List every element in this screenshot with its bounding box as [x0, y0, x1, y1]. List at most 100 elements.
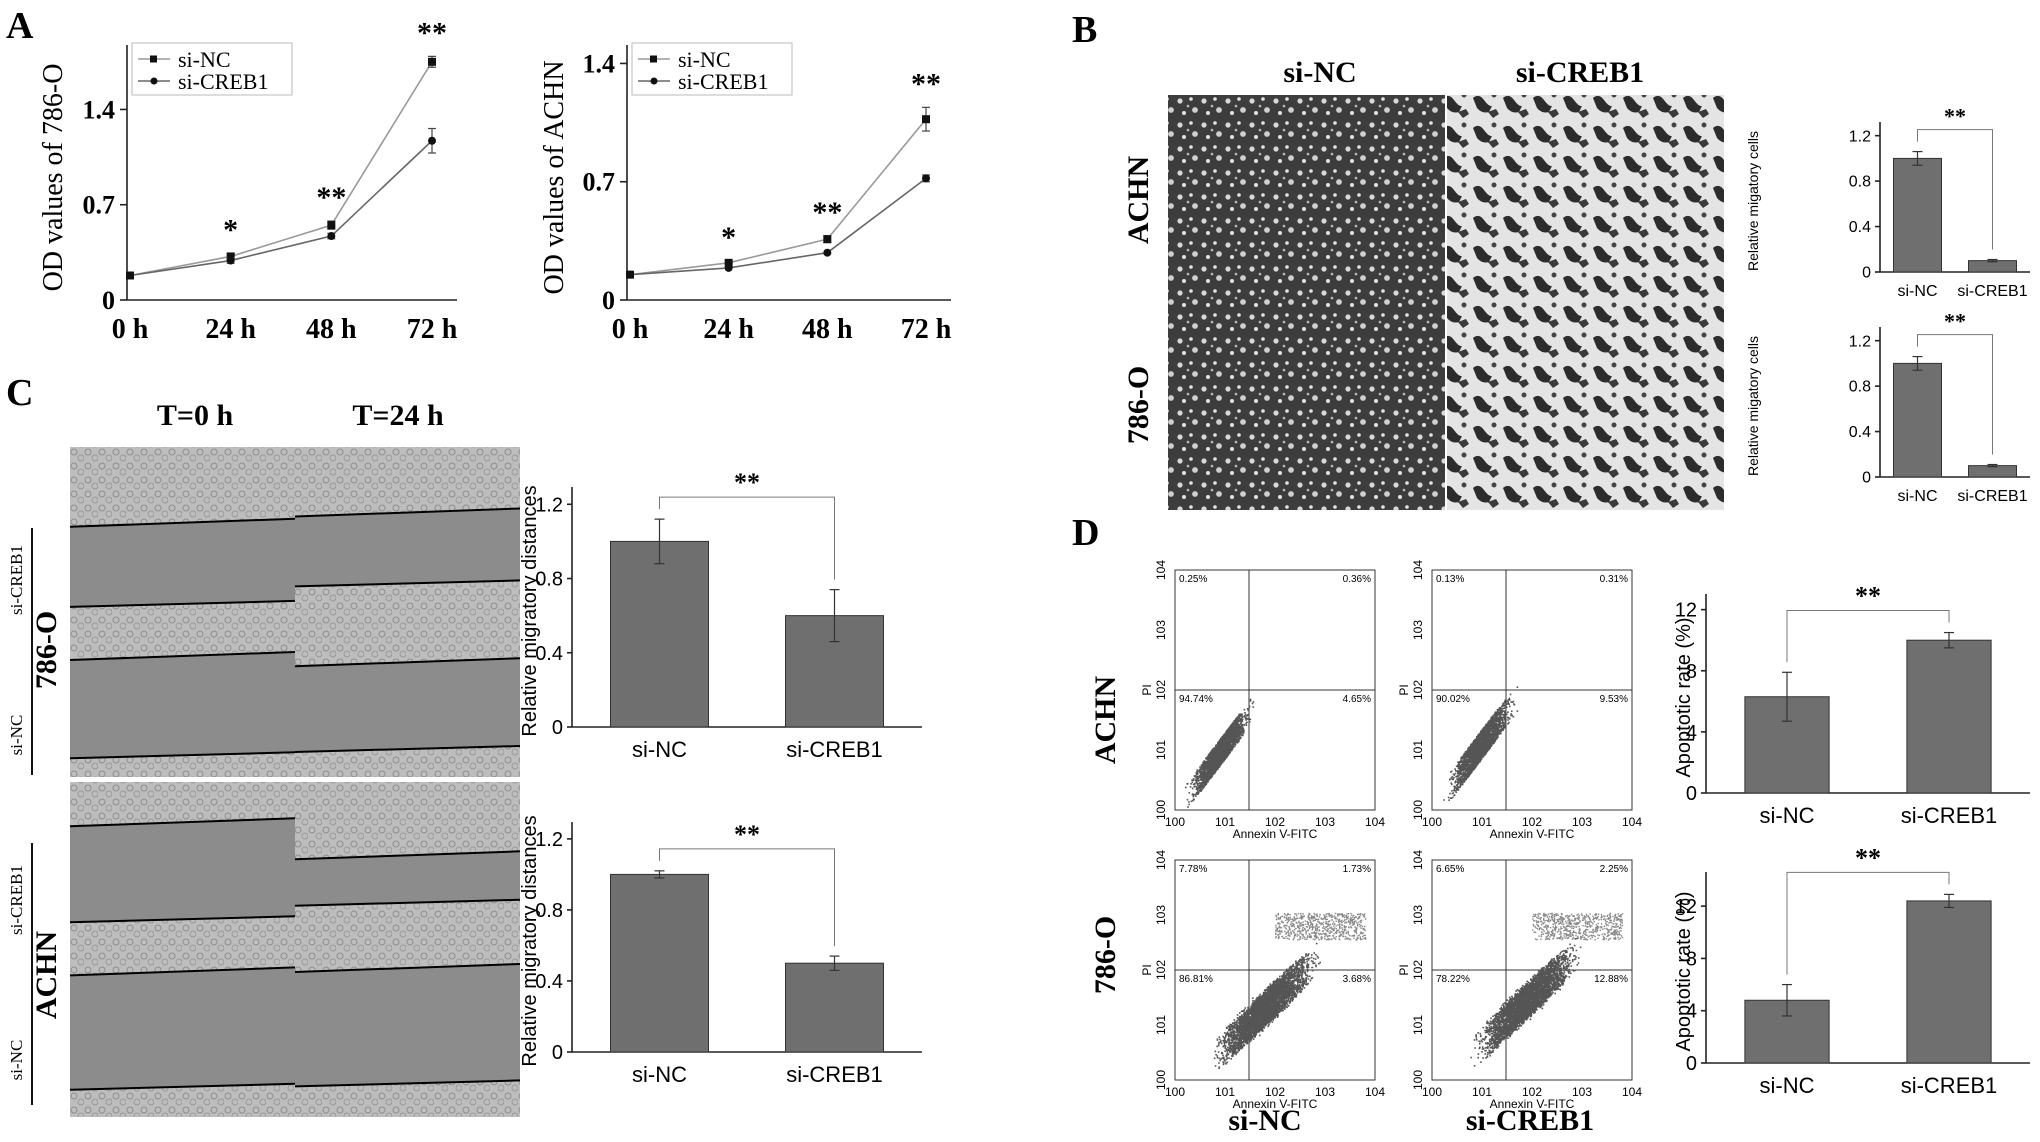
- x-tick-label: 0 h: [612, 314, 649, 345]
- wound-gap: [295, 508, 520, 587]
- y-tick-label: 102: [1411, 960, 1425, 980]
- series-line: [129, 61, 433, 277]
- panel-D-col-label: si-NC: [1228, 1104, 1301, 1137]
- wound-gap: [70, 818, 295, 923]
- panel-label-A: A: [6, 5, 34, 47]
- y-axis-label: OD values of 786-O: [38, 64, 69, 292]
- y-tick-label: 0: [1862, 470, 1871, 487]
- y-axis-label: Relative migratory distances: [519, 815, 541, 1066]
- data-point: [428, 136, 436, 145]
- wound-edge-line: [294, 898, 521, 907]
- legend-marker: [150, 55, 157, 63]
- x-tick-label: 103: [1572, 1085, 1592, 1099]
- legend-box: [631, 42, 793, 96]
- y-tick-label: 0.7: [583, 168, 616, 197]
- data-point: [226, 252, 235, 261]
- data-point: [823, 235, 832, 244]
- y-tick-label: 104: [1154, 850, 1168, 870]
- y-tick-label: 0.4: [535, 971, 563, 993]
- x-tick-label: 103: [1315, 815, 1335, 829]
- x-tick-label: 48 h: [802, 314, 853, 345]
- quadrant-value: 1.73%: [1343, 864, 1371, 875]
- transwell-image: [1168, 95, 1445, 305]
- significance-marker: **: [1944, 309, 1966, 334]
- wound-edge-line: [69, 915, 296, 924]
- wound-edge-line: [69, 1082, 296, 1091]
- y-tick-label: 100: [1154, 1070, 1168, 1090]
- x-tick-label: si-CREB1: [1957, 283, 2027, 300]
- panel-label-C: C: [6, 372, 33, 414]
- x-tick-label: 48 h: [306, 314, 357, 345]
- x-tick-label: si-NC: [1760, 1073, 1815, 1098]
- transwell-image: [1447, 305, 1724, 510]
- y-axis-label: PI: [1140, 964, 1154, 975]
- x-axis-label: Annexin V-FITC: [1490, 827, 1575, 841]
- x-tick-label: si-NC: [1898, 283, 1938, 300]
- wound-edge-line: [69, 751, 296, 760]
- panel-D-labels: ACHN 786-O si-NC si-CREB1: [1089, 676, 1594, 1137]
- x-tick-label: si-CREB1: [1901, 803, 1998, 828]
- quadrant-value: 12.88%: [1594, 974, 1628, 985]
- significance-marker: *: [721, 221, 736, 254]
- y-tick-label: 1.2: [1849, 333, 1871, 350]
- y-tick-label: 1.4: [83, 95, 116, 124]
- significance-marker: **: [734, 468, 760, 497]
- data-point: [327, 221, 336, 230]
- y-tick-label: 0.4: [1849, 424, 1871, 441]
- bar: [1893, 362, 1942, 478]
- y-tick-label: 100: [1411, 1070, 1425, 1090]
- wound-edge-line: [294, 850, 521, 861]
- legend-label: si-CREB1: [678, 69, 768, 94]
- bar: [1893, 157, 1942, 273]
- x-tick-label: 102: [1265, 1085, 1285, 1099]
- panel-D-col-label: si-CREB1: [1466, 1104, 1594, 1137]
- y-tick-label: 100: [1154, 800, 1168, 820]
- event-dots: [1185, 698, 1255, 808]
- y-tick-label: 0.8: [535, 900, 563, 922]
- significance-bracket: [1786, 871, 1950, 975]
- y-tick-label: 103: [1154, 620, 1168, 640]
- panel-C-row-label: 786-O: [30, 611, 63, 689]
- significance-bracket: [659, 496, 835, 580]
- event-dots: [1532, 912, 1624, 941]
- y-axis-label: Relative migratory distances: [519, 485, 541, 736]
- panel-B-row-label: 786-O: [1122, 366, 1155, 444]
- quadrant-value: 90.02%: [1436, 694, 1470, 705]
- y-tick-label: 0: [102, 286, 115, 315]
- wound-edge-line: [294, 745, 521, 753]
- x-tick-label: 103: [1572, 815, 1592, 829]
- y-tick-label: 102: [1154, 960, 1168, 980]
- y-tick-label: 104: [1154, 560, 1168, 580]
- significance-marker: **: [1855, 582, 1881, 611]
- bar-chart-B-ACHN: 0 0.4 0.8 1.2 si-NC si-CREB1 ** Relative migato…: [1745, 104, 2030, 300]
- line-chart-786-O: 0 0.7 1.4 0 h 24 h 48 h 72 h OD values of 786-O…: [38, 16, 458, 345]
- x-tick-label: 103: [1315, 1085, 1335, 1099]
- bar: [610, 540, 709, 728]
- bar: [785, 962, 884, 1053]
- x-tick-label: 102: [1265, 815, 1285, 829]
- x-tick-label: 100: [1165, 1085, 1185, 1099]
- line-chart-ACHN: 0 0.7 1.4 0 h 24 h 48 h 72 h OD values of ACHN *…: [539, 42, 952, 345]
- series-line: [629, 118, 927, 276]
- panel-B-col-label: si-CREB1: [1516, 56, 1644, 89]
- y-tick-label: 4: [1686, 1001, 1697, 1023]
- significance-marker: **: [1944, 104, 1966, 129]
- quadrant-value: 0.25%: [1179, 574, 1207, 585]
- y-tick-label: 1.4: [583, 49, 616, 78]
- y-axis-label: Apoptotic rate (%): [1673, 891, 1695, 1051]
- y-tick-label: 4: [1686, 722, 1697, 744]
- flow-plot-786-O-si-NC: 7.78% 1.73% 86.81% 3.68% 100 101 102 103 104 100 1…: [1140, 850, 1385, 1111]
- wound-edge-line: [69, 517, 296, 528]
- x-tick-label: 102: [1522, 1085, 1542, 1099]
- significance-marker: **: [316, 181, 346, 214]
- data-point: [823, 248, 832, 257]
- significance-bracket: [1917, 129, 1993, 250]
- x-axis-label: Annexin V-FITC: [1233, 1097, 1318, 1111]
- x-tick-label: si-CREB1: [1901, 1073, 1998, 1098]
- y-tick-label: 0: [1686, 1053, 1697, 1075]
- legend-label: si-NC: [178, 47, 231, 72]
- series-line: [129, 140, 433, 277]
- y-tick-label: 0.4: [1849, 219, 1871, 236]
- x-tick-label: si-NC: [1760, 803, 1815, 828]
- significance-bracket: [1786, 610, 1950, 663]
